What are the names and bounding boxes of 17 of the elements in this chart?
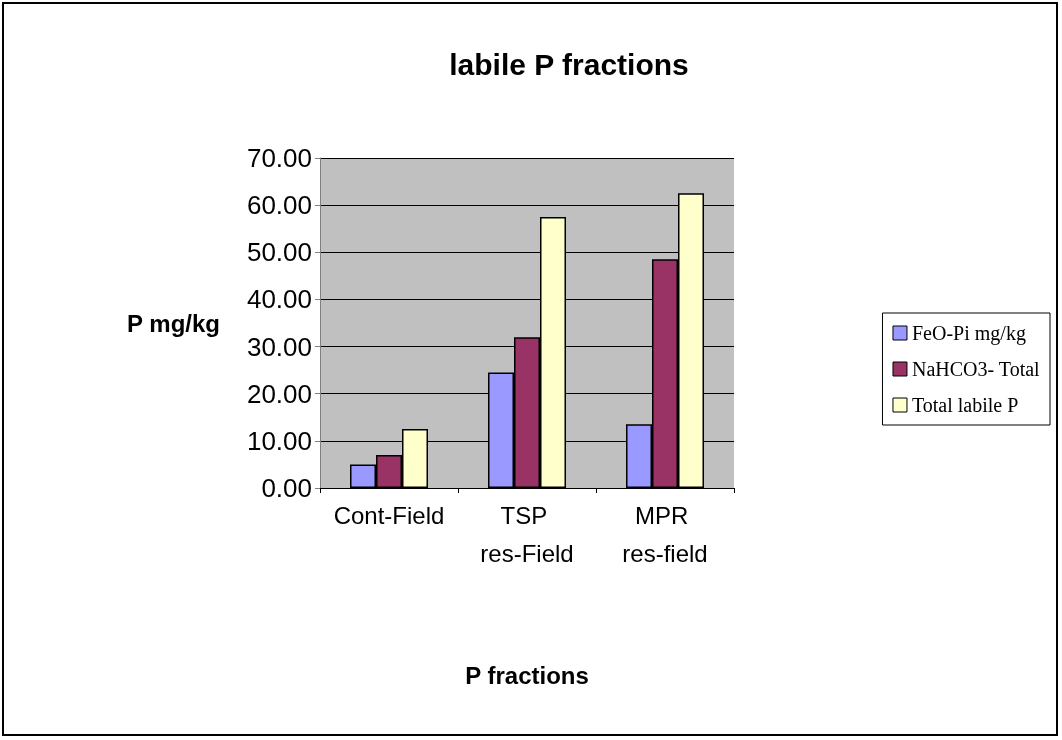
- y-tick-label: 30.00: [246, 331, 312, 362]
- legend-label: Total labile P: [911, 394, 1019, 416]
- x-axis-title: P fractions: [465, 661, 589, 689]
- y-tick-label: 0.00: [261, 473, 312, 503]
- y-axis-title: P mg/kg: [127, 309, 220, 337]
- x-tick-label: Cont-Field: [333, 501, 445, 529]
- legend-label: FeO-Pi mg/kg: [911, 322, 1026, 345]
- x-tick-label: TSP res-Field: [480, 501, 574, 567]
- chart-title: labile P fractions: [449, 47, 689, 81]
- y-tick-label: 60.00: [246, 190, 312, 221]
- y-tick-label: 50.00: [246, 237, 312, 268]
- x-tick-label: MPR res-field: [622, 501, 708, 567]
- y-tick-label: 20.00: [246, 378, 312, 409]
- legend-label: NaHCO3- Total: [911, 358, 1041, 380]
- y-tick-label: 10.00: [246, 425, 312, 456]
- y-tick-label: 40.00: [246, 284, 312, 315]
- y-tick-label: 70.00: [246, 143, 312, 173]
